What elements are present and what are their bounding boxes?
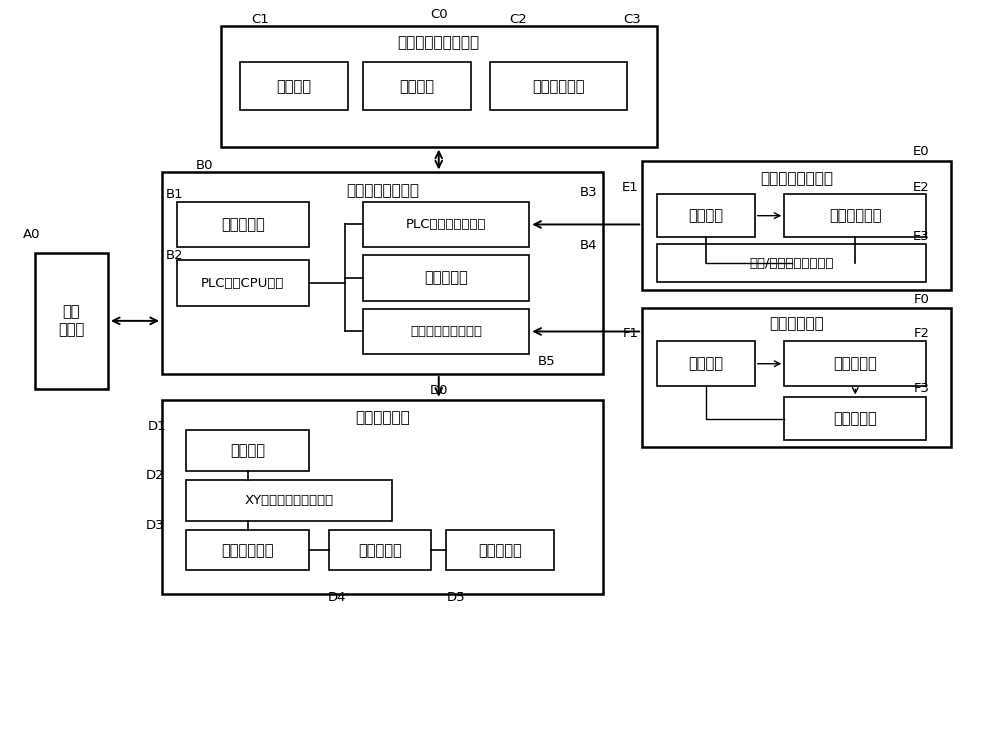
Text: C3: C3: [623, 13, 641, 25]
Text: D5: D5: [447, 591, 465, 604]
Text: 压装定位器: 压装定位器: [478, 543, 522, 558]
Text: 电压转换开关: 电压转换开关: [829, 208, 882, 223]
Text: 伺服驱动器: 伺服驱动器: [424, 271, 468, 286]
Text: 仪表电流检测系统: 仪表电流检测系统: [760, 171, 833, 186]
Bar: [363, 309, 529, 355]
Text: 手动操作板: 手动操作板: [221, 217, 265, 232]
Text: D4: D4: [328, 591, 347, 604]
Text: E2: E2: [913, 180, 930, 194]
Text: D1: D1: [148, 420, 166, 432]
Text: 自动压装电控系统: 自动压装电控系统: [346, 183, 419, 198]
Bar: [162, 173, 603, 374]
Text: 指示灯及声光报警器: 指示灯及声光报警器: [410, 325, 482, 338]
Text: F1: F1: [622, 327, 638, 340]
Bar: [363, 202, 529, 247]
Bar: [642, 162, 951, 289]
Text: 垂直压装气缸: 垂直压装气缸: [221, 543, 274, 558]
Text: B5: B5: [538, 355, 556, 368]
Bar: [657, 194, 755, 237]
Text: 压力变送器: 压力变送器: [833, 411, 877, 426]
Bar: [186, 480, 392, 521]
Bar: [240, 63, 348, 110]
Text: 直流电源: 直流电源: [688, 208, 723, 223]
Text: PLC模拟量输入模块: PLC模拟量输入模块: [406, 218, 486, 231]
Bar: [186, 430, 309, 470]
Text: 平移气缸: 平移气缸: [399, 79, 434, 94]
Text: 伺服电机: 伺服电机: [230, 443, 265, 458]
Bar: [490, 63, 627, 110]
Bar: [177, 202, 309, 247]
Text: 电流/电压信号转换电路: 电流/电压信号转换电路: [749, 257, 834, 270]
Bar: [177, 260, 309, 306]
Text: PLC系统CPU模块: PLC系统CPU模块: [201, 277, 284, 289]
Bar: [784, 341, 926, 387]
Text: 指针压装系统: 指针压装系统: [355, 411, 410, 426]
Text: D0: D0: [430, 384, 448, 397]
Text: 压力检测系统: 压力检测系统: [769, 316, 824, 331]
Text: 触摸
显示屏: 触摸 显示屏: [58, 304, 84, 337]
Text: C2: C2: [509, 13, 527, 25]
Bar: [657, 341, 755, 387]
Text: C0: C0: [430, 8, 448, 21]
Text: 弹性夹页: 弹性夹页: [277, 79, 312, 94]
Bar: [363, 63, 471, 110]
Bar: [328, 530, 431, 571]
Bar: [34, 253, 108, 389]
Text: F0: F0: [913, 292, 929, 306]
Text: E1: E1: [622, 180, 639, 194]
Text: B1: B1: [166, 188, 183, 201]
Bar: [363, 255, 529, 301]
Text: 仪表安放与移送平台: 仪表安放与移送平台: [398, 35, 480, 50]
Bar: [657, 245, 926, 283]
Text: 直流电源: 直流电源: [688, 356, 723, 371]
Text: E3: E3: [913, 230, 930, 242]
Text: D2: D2: [146, 469, 164, 482]
Text: B2: B2: [166, 249, 183, 262]
Text: A0: A0: [23, 228, 40, 241]
Bar: [186, 530, 309, 571]
Bar: [221, 26, 657, 147]
Bar: [784, 194, 926, 237]
Text: 压力传感器: 压力传感器: [833, 356, 877, 371]
Text: E0: E0: [913, 144, 930, 158]
Text: D3: D3: [146, 518, 164, 532]
Text: C1: C1: [251, 13, 269, 25]
Bar: [446, 530, 554, 571]
Bar: [784, 397, 926, 440]
Text: 光电限位开关: 光电限位开关: [533, 79, 585, 94]
Text: XY轴坐标伺服运动机构: XY轴坐标伺服运动机构: [245, 494, 334, 507]
Text: B3: B3: [579, 186, 597, 199]
Bar: [642, 308, 951, 447]
Bar: [162, 399, 603, 594]
Text: F2: F2: [913, 327, 929, 340]
Text: F3: F3: [913, 382, 929, 395]
Text: B0: B0: [195, 159, 213, 171]
Text: B4: B4: [579, 239, 597, 252]
Text: 压装缓冲器: 压装缓冲器: [358, 543, 402, 558]
